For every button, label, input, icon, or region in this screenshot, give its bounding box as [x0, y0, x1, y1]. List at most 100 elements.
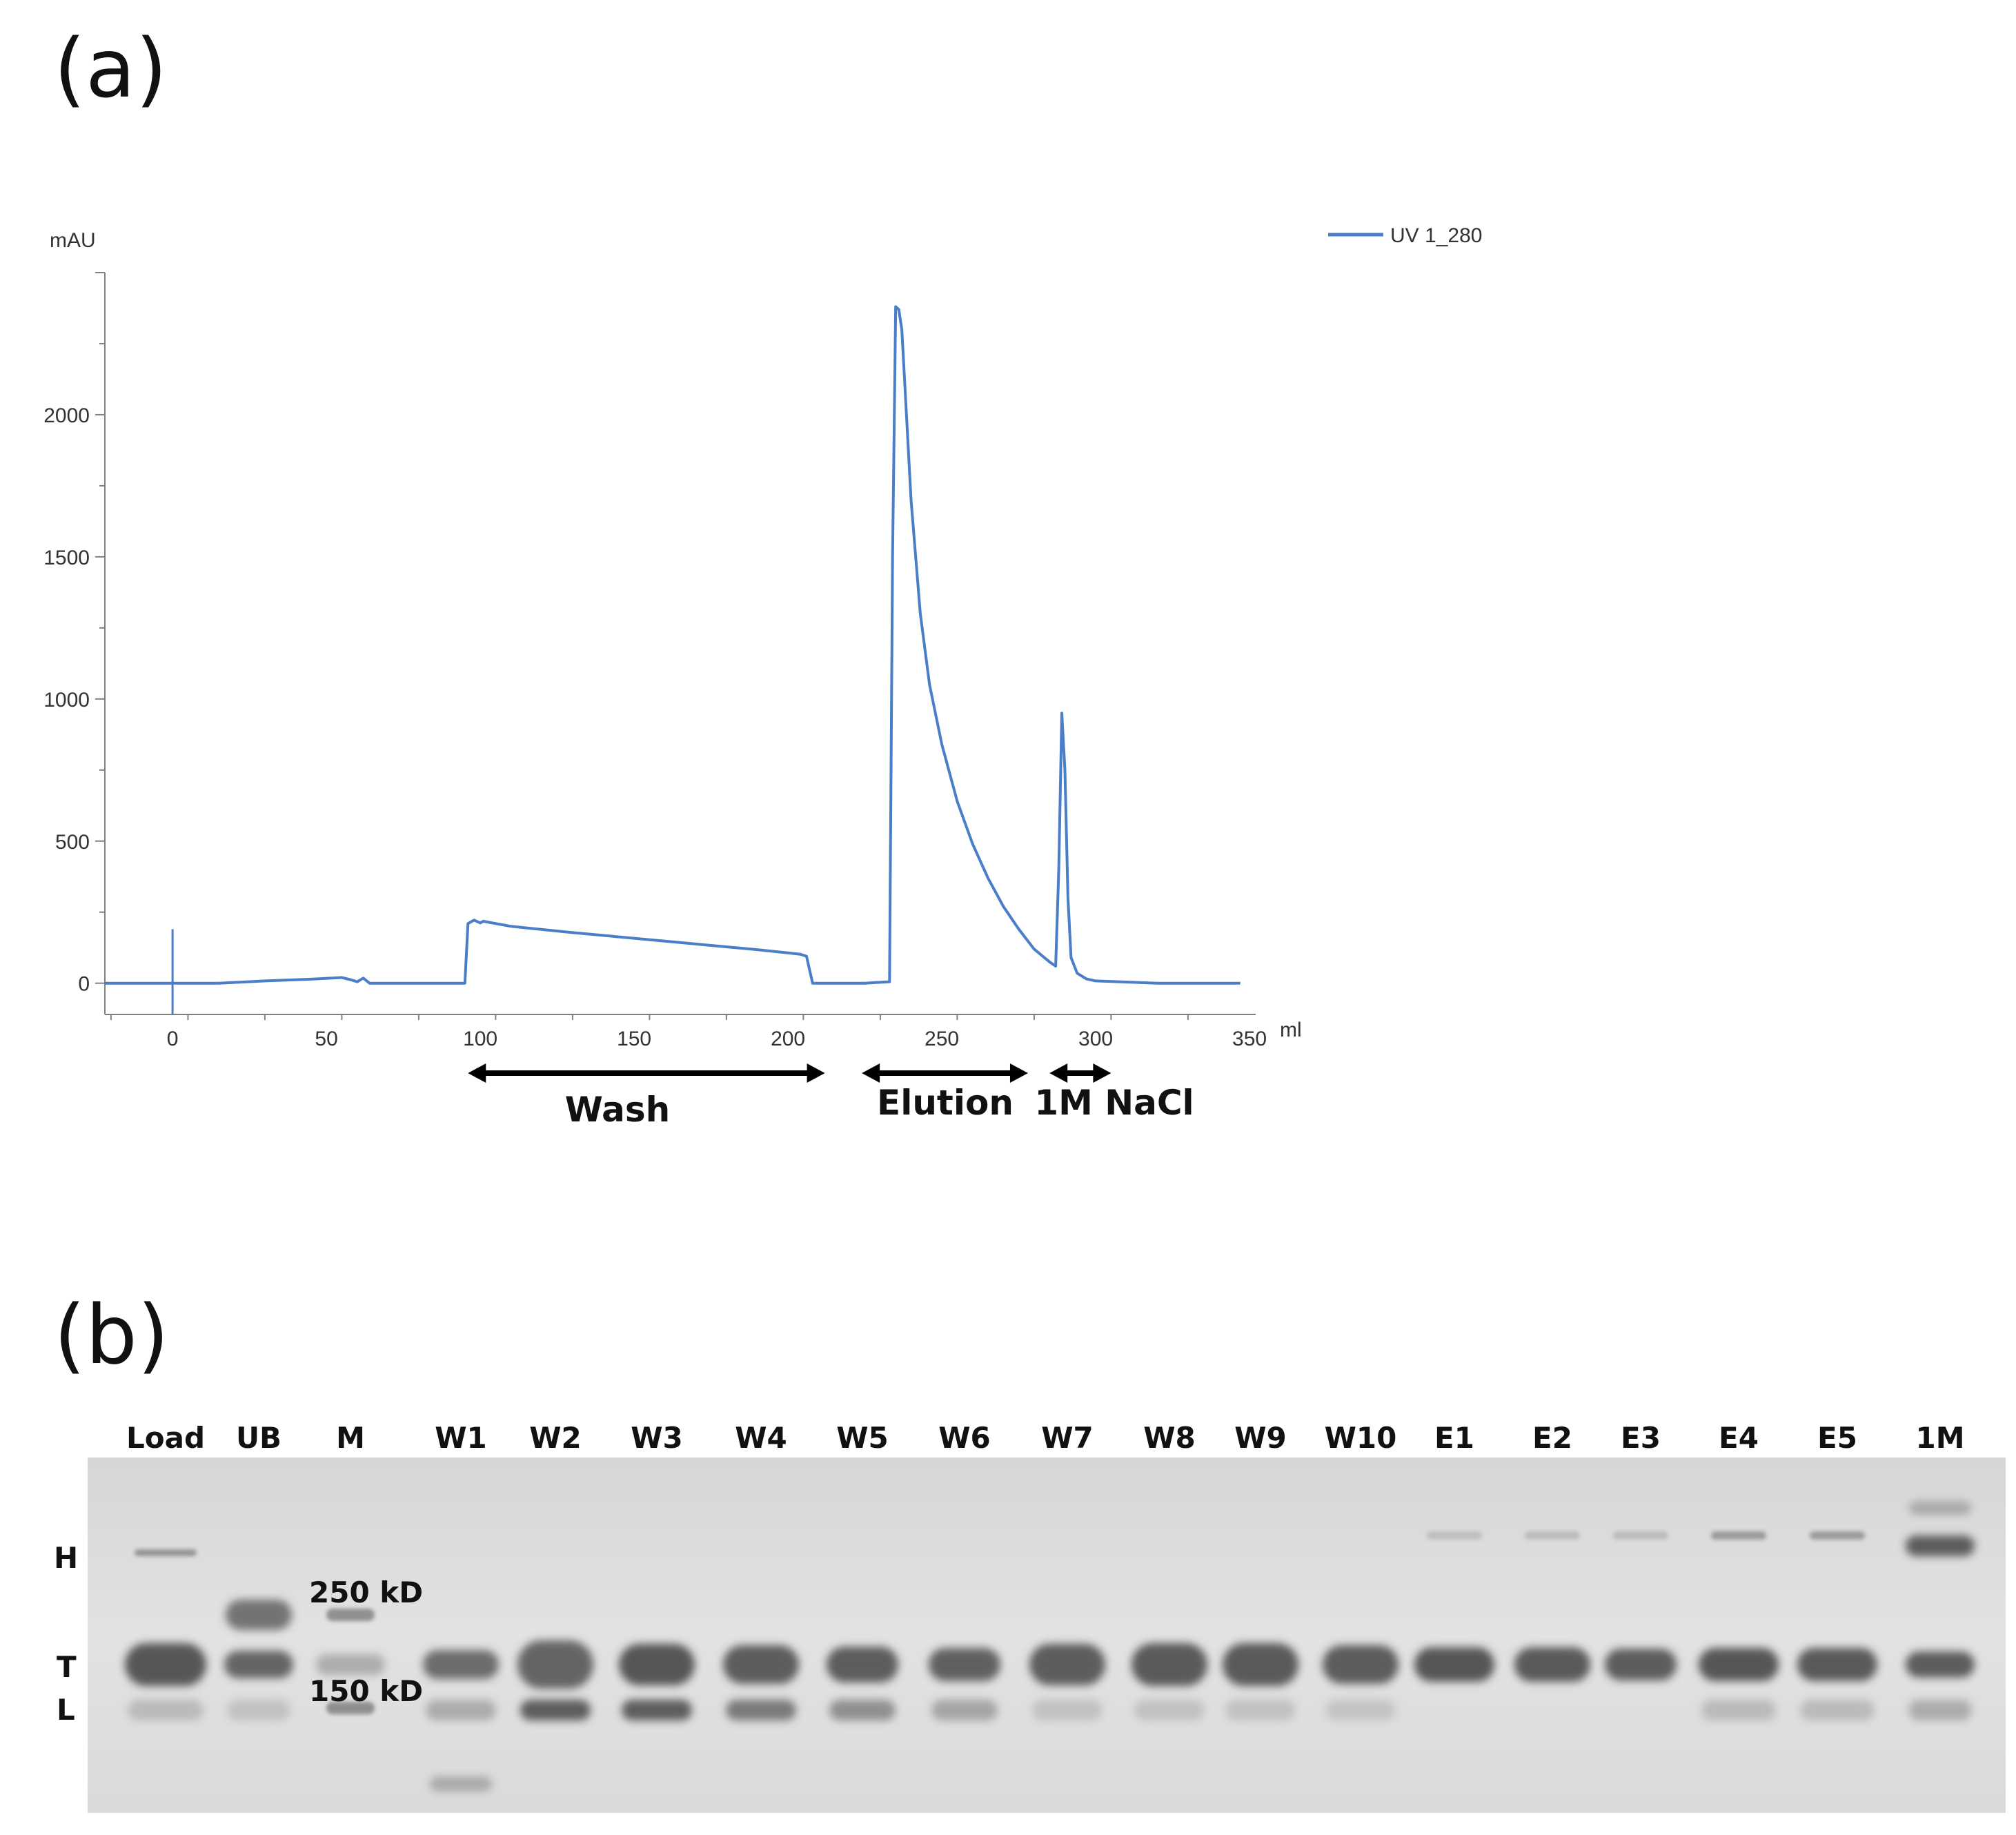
- lane-label: W6: [938, 1421, 991, 1455]
- legend-label: UV 1_280: [1390, 224, 1482, 247]
- lane-label: W8: [1143, 1421, 1196, 1455]
- gel-bands: [125, 1501, 1975, 1792]
- gel-band: [1810, 1531, 1865, 1540]
- x-tick-label: 200: [771, 1028, 805, 1050]
- gel-band: [1797, 1648, 1877, 1681]
- band-label-t: T: [57, 1650, 77, 1684]
- gel-band: [125, 1643, 206, 1686]
- gel-band: [1909, 1501, 1971, 1515]
- gel-band: [931, 1700, 998, 1720]
- gel-band: [1525, 1531, 1580, 1540]
- gel-band: [726, 1700, 796, 1720]
- lane-label: W9: [1234, 1421, 1287, 1455]
- lane-labels: Load UB M W1 W2 W3 W4 W5 W6 W7 W8 W9 W10 E1 E2 E3 E4 E5 1M: [126, 1421, 1965, 1455]
- gel-band: [1325, 1700, 1396, 1720]
- lane-label: W4: [735, 1421, 787, 1455]
- gel-band: [326, 1609, 375, 1621]
- y-tick-label: 500: [55, 831, 90, 854]
- gel-band: [1613, 1531, 1668, 1540]
- x-tick-label: 150: [617, 1028, 651, 1050]
- lane-label: W10: [1325, 1421, 1397, 1455]
- panel-label-b: (b): [54, 1287, 169, 1382]
- gel-band: [1906, 1535, 1975, 1556]
- gel-band: [1414, 1647, 1494, 1682]
- x-tick-label: 0: [167, 1028, 179, 1050]
- gel-band: [1701, 1700, 1776, 1720]
- gel-band: [1427, 1531, 1482, 1540]
- panel-label-a: (a): [54, 21, 167, 116]
- annotation-label: 1M NaCl: [1034, 1083, 1194, 1123]
- lane-label: UB: [236, 1421, 281, 1455]
- y-tick-label: 2000: [43, 404, 90, 427]
- gel-band: [827, 1647, 898, 1682]
- lane-label: W5: [836, 1421, 889, 1455]
- arrow-head-right: [807, 1063, 825, 1083]
- arrow-head-left: [468, 1063, 486, 1083]
- annotation-1: Wash: [468, 1063, 825, 1130]
- band-label-h: H: [54, 1541, 78, 1575]
- chart-ticks: 0 50 100 150 200 250 300 350 0 500 1000 1500 2000: [43, 272, 1267, 1050]
- gel-band: [226, 1600, 292, 1630]
- gel-band: [326, 1702, 375, 1714]
- sds-page-gel: Load UB M W1 W2 W3 W4 W5 W6 W7 W8 W9 W10 E1 E2 E3 E4 E5 1M…: [54, 1421, 2006, 1813]
- lane-label: 1M: [1915, 1421, 1964, 1455]
- y-axis-unit: mAU: [50, 229, 96, 252]
- legend: UV 1_280: [1328, 224, 1482, 247]
- arrow-head-left: [862, 1063, 880, 1083]
- gel-band: [426, 1700, 496, 1720]
- gel-band: [1323, 1645, 1399, 1684]
- gel-band: [423, 1650, 499, 1679]
- chart-axes: [104, 273, 1256, 1015]
- chromatogram-chart: 0 50 100 150 200 250 300 350 0 500 1000 1500 2000 mA…: [43, 224, 1482, 1130]
- gel-band: [1029, 1644, 1105, 1685]
- gel-band: [1134, 1700, 1205, 1720]
- gel-band: [430, 1776, 492, 1792]
- gel-band: [1699, 1648, 1779, 1681]
- gel-band: [723, 1645, 799, 1684]
- lane-label: W2: [529, 1421, 582, 1455]
- gel-band: [1032, 1700, 1103, 1720]
- arrow-head-right: [1009, 1063, 1028, 1083]
- annotation-3: 1M NaCl: [1034, 1063, 1194, 1123]
- gel-band: [517, 1640, 593, 1689]
- y-tick-label: 1500: [43, 547, 90, 569]
- arrow-head-left: [1049, 1063, 1068, 1083]
- x-tick-label: 50: [315, 1028, 337, 1050]
- x-tick-label: 100: [463, 1028, 497, 1050]
- lane-label: Load: [126, 1421, 205, 1455]
- gel-band: [1514, 1647, 1590, 1682]
- annotation-label: Elution: [877, 1083, 1014, 1123]
- x-axis-unit: ml: [1280, 1019, 1302, 1041]
- x-tick-label: 300: [1078, 1028, 1113, 1050]
- lane-label: E1: [1434, 1421, 1474, 1455]
- region-annotations: Wash Elution 1M NaCl: [468, 1063, 1194, 1130]
- lane-label: M: [336, 1421, 365, 1455]
- x-tick-label: 350: [1232, 1028, 1267, 1050]
- lane-label: E4: [1719, 1421, 1759, 1455]
- lane-label: W1: [435, 1421, 487, 1455]
- gel-band: [224, 1651, 293, 1678]
- gel-band: [1908, 1700, 1972, 1720]
- gel-band: [1223, 1643, 1298, 1686]
- gel-band: [619, 1644, 695, 1685]
- lane-label: W3: [631, 1421, 683, 1455]
- marker-label-150: 150 kD: [309, 1674, 423, 1708]
- gel-band: [135, 1549, 197, 1556]
- arrow-head-right: [1093, 1063, 1111, 1083]
- gel-band: [929, 1648, 1000, 1681]
- gel-background: [88, 1458, 2006, 1813]
- gel-band: [1711, 1531, 1766, 1540]
- lane-label: W7: [1041, 1421, 1094, 1455]
- gel-band: [1906, 1651, 1975, 1678]
- gel-band: [1800, 1700, 1875, 1720]
- chart-series: [105, 305, 1241, 1014]
- lane-label: E3: [1621, 1421, 1661, 1455]
- gel-band: [1131, 1643, 1207, 1686]
- y-tick-label: 1000: [43, 689, 90, 712]
- lane-label: E5: [1817, 1421, 1857, 1455]
- gel-band: [1605, 1649, 1677, 1680]
- x-tick-label: 250: [925, 1028, 959, 1050]
- band-label-l: L: [57, 1693, 75, 1727]
- gel-band: [829, 1700, 896, 1720]
